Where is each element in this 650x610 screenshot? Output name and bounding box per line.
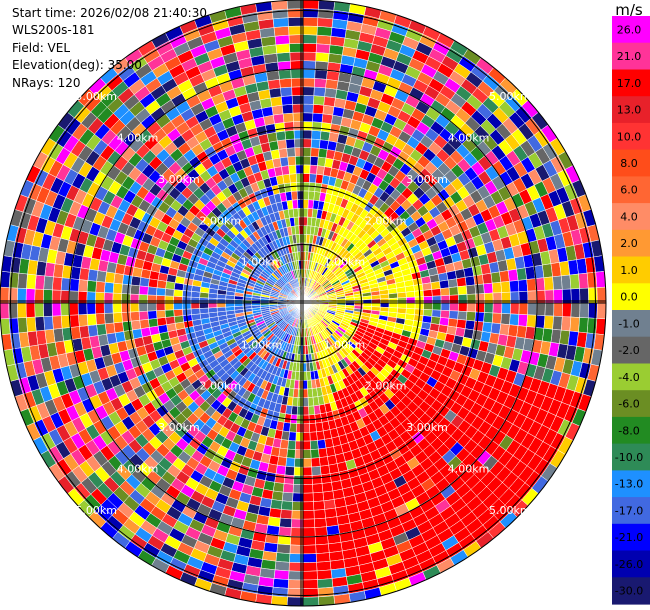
colorbar-tick-label: -21.0 bbox=[615, 531, 643, 544]
colorbar-tick-label: 21.0 bbox=[617, 50, 642, 63]
colorbar-tick-label: 0.0 bbox=[620, 291, 638, 304]
colorbar-tick-label: -10.0 bbox=[615, 451, 643, 464]
velocity-gates bbox=[0, 0, 607, 607]
colorbar-tick-label: 2.0 bbox=[620, 237, 638, 250]
colorbar-tick-label: 1.0 bbox=[620, 264, 638, 277]
colorbar-tick-label: -30.0 bbox=[615, 585, 643, 598]
colorbar-tick-label: -8.0 bbox=[618, 424, 639, 437]
colorbar-tick-label: -26.0 bbox=[615, 558, 643, 571]
colorbar-tick-label: 13.0 bbox=[617, 104, 642, 117]
colorbar-tick-label: 26.0 bbox=[617, 23, 642, 36]
colorbar-tick-label: 10.0 bbox=[617, 130, 642, 143]
colorbar-tick-label: -6.0 bbox=[618, 398, 639, 411]
colorbar-tick-label: -4.0 bbox=[618, 371, 639, 384]
colorbar-tick-label: -17.0 bbox=[615, 505, 643, 518]
colorbar-tick-label: 8.0 bbox=[620, 157, 638, 170]
colorbar-tick-label: 4.0 bbox=[620, 211, 638, 224]
colorbar-tick-label: 17.0 bbox=[617, 77, 642, 90]
colorbar-tick-label: -1.0 bbox=[618, 317, 639, 330]
colorbar-tick-label: 6.0 bbox=[620, 184, 638, 197]
colorbar-tick-label: -2.0 bbox=[618, 344, 639, 357]
colorbar-tick-label: -13.0 bbox=[615, 478, 643, 491]
